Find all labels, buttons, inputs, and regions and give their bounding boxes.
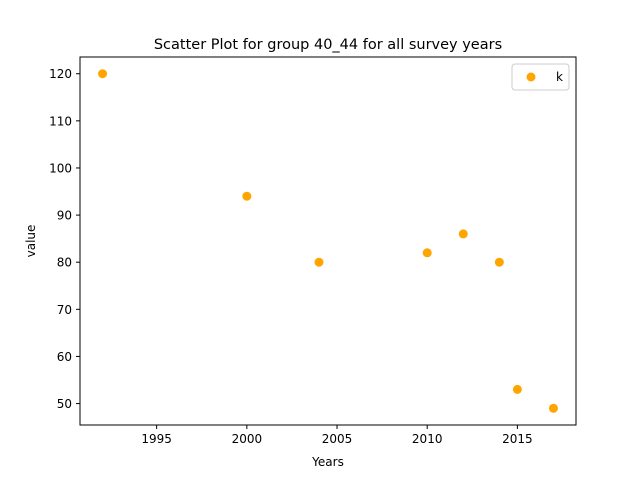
legend: k <box>511 63 570 91</box>
plot-area <box>79 56 577 426</box>
y-tick-label: 120 <box>49 67 72 81</box>
chart-title: Scatter Plot for group 40_44 for all sur… <box>154 37 502 53</box>
data-point <box>242 191 252 201</box>
y-tick-label: 70 <box>57 303 72 317</box>
y-tick-label: 110 <box>49 114 72 128</box>
y-tick-label: 80 <box>57 256 72 270</box>
x-tick-label: 1995 <box>141 432 172 446</box>
y-tick-label: 50 <box>57 397 72 411</box>
y-tick-label: 60 <box>57 350 72 364</box>
data-point <box>98 69 108 79</box>
x-axis-label: Years <box>311 455 344 469</box>
y-tick-label: 90 <box>57 209 72 223</box>
y-tick-label: 100 <box>49 161 72 175</box>
data-point <box>314 257 324 267</box>
x-tick-label: 2015 <box>502 432 533 446</box>
y-axis-ticks: 50 60 70 80 90 100 110 120 <box>49 67 80 411</box>
y-axis-label: value <box>24 225 38 258</box>
data-point <box>422 248 432 258</box>
legend-label: k <box>556 70 563 84</box>
data-point <box>548 403 558 413</box>
x-axis-ticks: 1995 2000 2005 2010 2015 <box>141 425 533 446</box>
legend-box <box>511 63 570 91</box>
data-point <box>512 384 522 394</box>
x-tick-label: 2010 <box>412 432 443 446</box>
x-tick-label: 2000 <box>232 432 263 446</box>
data-points <box>98 69 558 413</box>
x-tick-label: 2005 <box>322 432 353 446</box>
data-point <box>458 229 468 239</box>
legend-marker <box>526 72 536 82</box>
data-point <box>494 257 504 267</box>
